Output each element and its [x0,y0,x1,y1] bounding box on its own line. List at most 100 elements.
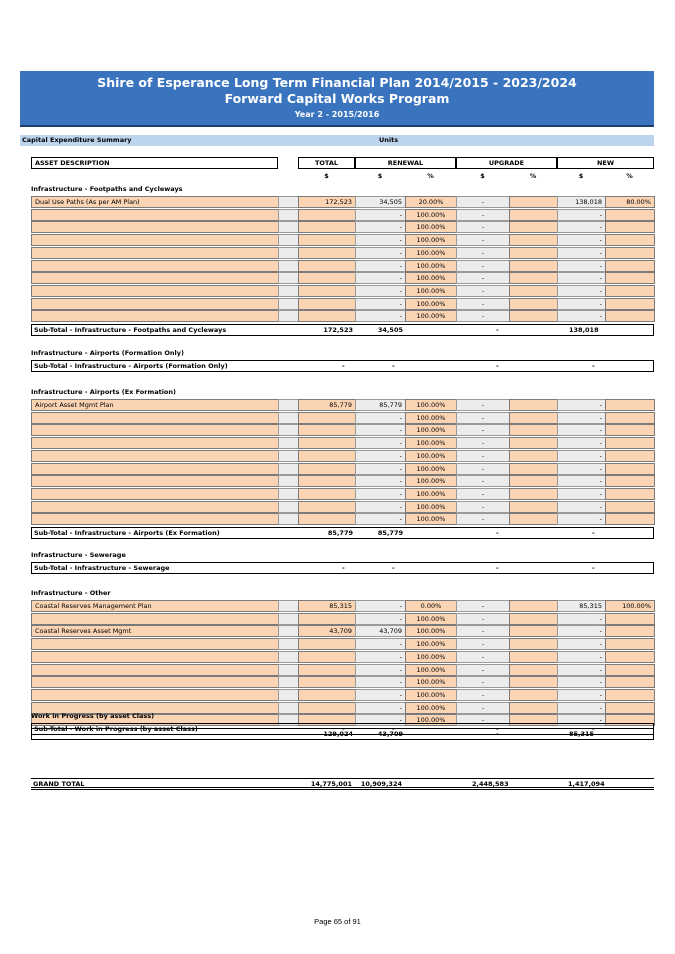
table-cell-desc [31,208,279,221]
table-cell-ren: - [355,500,406,513]
table-cell-renp: 100.00% [405,399,457,411]
spacer-cell [278,246,299,259]
table-cell-upg: - [456,437,510,450]
table-cell-ren: 34,505 [355,196,406,208]
table-cell-renp: 100.00% [405,676,457,689]
table-cell-upg: - [456,272,510,285]
table-cell-desc [31,638,279,651]
table-cell-desc [31,310,279,323]
table-cell-upgp [509,688,558,701]
table-cell-renp: 100.00% [405,259,457,272]
page-footer: Page 65 of 91 [314,917,361,926]
table-cell-total [298,259,356,272]
table-cell-upg: - [456,259,510,272]
table-cell-newp [605,437,655,450]
grand-total-total: 14,775,001 [310,780,352,788]
table-cell-upgp [509,625,558,638]
table-cell-ren: 43,709 [355,625,406,638]
table-cell-new: - [557,259,606,272]
table-cell-new: - [557,221,606,234]
spacer-cell [278,688,299,701]
table-cell-desc [31,424,279,437]
table-cell-ren: - [355,462,406,475]
table-cell-upg: - [456,701,510,714]
table-cell-total [298,475,356,488]
table-cell-newp [605,625,655,638]
table-cell-upgp [509,663,558,676]
subtotal-upg: - [496,326,499,334]
table-cell-desc [31,475,279,488]
table-cell-upgp [509,399,558,411]
table-cell-desc [31,500,279,513]
table-cell-ren: - [355,612,406,625]
table-cell-upgp [509,208,558,221]
subtotal-row: Sub-Total - Infrastructure - Airports (F… [31,360,654,372]
table-cell-renp: 100.00% [405,272,457,285]
table-cell-new: - [557,500,606,513]
subtotal-label: Sub-Total - Infrastructure - Airports (E… [34,529,220,537]
grand-total-upgrade: 2,448,583 [472,780,509,788]
grand-total-row: GRAND TOTAL 14,775,001 10,909,324 2,448,… [31,778,654,790]
table-cell-desc [31,612,279,625]
spacer-cell [278,196,299,208]
table-cell-new: 85,315 [557,600,606,612]
table-cell-renp: 0.00% [405,600,457,612]
table-cell-upgp [509,411,558,424]
table-cell-newp [605,513,655,526]
subtotal-ren: 85,779 [377,529,403,537]
table-cell-upg: - [456,449,510,462]
table-cell-desc [31,676,279,689]
spacer-cell [278,475,299,488]
table-cell-newp [605,246,655,259]
table-cell-ren: - [355,638,406,651]
table-cell-desc [31,487,279,500]
table-cell-desc [31,650,279,663]
spacer-cell [278,221,299,234]
table-cell-renp: 100.00% [405,487,457,500]
table-cell-ren: 85,779 [355,399,406,411]
spacer-cell [278,297,299,310]
table-cell-new: - [557,688,606,701]
table-cell-total [298,449,356,462]
table-cell-upgp [509,462,558,475]
table-cell-upg: - [456,411,510,424]
table-cell-ren: - [355,297,406,310]
table-cell-total [298,650,356,663]
table-cell-renp: 100.00% [405,437,457,450]
table-cell-ren: - [355,246,406,259]
table-cell-total [298,246,356,259]
table-cell-desc [31,221,279,234]
subtotal-ren: 34,505 [377,326,403,334]
section-heading: Infrastructure - Other [31,589,111,597]
table-cell-upg: - [456,208,510,221]
table-cell-upg: - [456,424,510,437]
table-cell-total [298,221,356,234]
grand-total-renewal: 10,909,324 [360,780,402,788]
table-cell-desc [31,297,279,310]
grand-total-label: GRAND TOTAL [33,780,85,788]
table-cell-renp: 100.00% [405,297,457,310]
table-cell-newp [605,259,655,272]
spacer-cell [278,411,299,424]
table-cell-total [298,297,356,310]
table-cell-renp: 100.00% [405,208,457,221]
table-cell-newp [605,462,655,475]
table-cell-ren: - [355,676,406,689]
summary-label: Capital Expenditure Summary [22,136,132,144]
subtotal-upg: - [496,725,499,733]
section-heading: Work in Progress (by asset Class) [31,712,155,720]
table-cell-upgp [509,600,558,612]
table-cell-total: 85,779 [298,399,356,411]
table-cell-ren: - [355,221,406,234]
subtotal-upg: - [496,362,499,370]
section-heading: Infrastructure - Airports (Ex Formation) [31,388,176,396]
subtotal-new: - [592,725,595,733]
subtotal-new: - [592,564,595,572]
spacer-cell [278,259,299,272]
table-cell-newp [605,500,655,513]
table-cell-new: - [557,399,606,411]
table-cell-upgp [509,272,558,285]
table-cell-ren: - [355,208,406,221]
table-cell-new: - [557,701,606,714]
table-cell-ren: - [355,234,406,247]
